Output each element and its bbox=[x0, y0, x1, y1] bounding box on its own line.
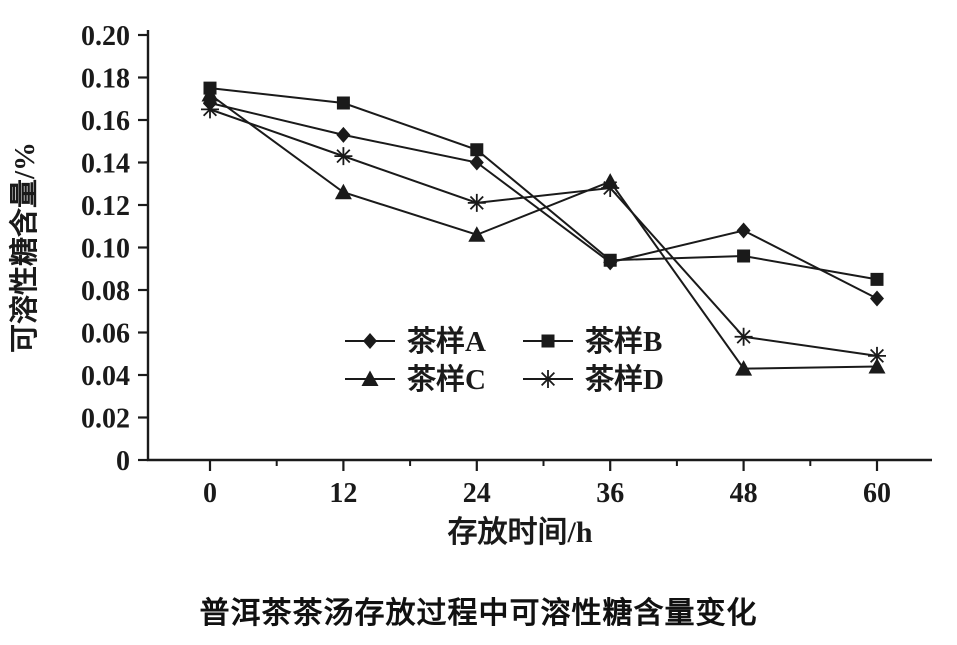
asterisk-marker bbox=[467, 193, 486, 212]
legend-label: 茶样D bbox=[585, 362, 664, 396]
square-marker bbox=[336, 96, 350, 110]
y-tick-label: 0.20 bbox=[81, 21, 130, 52]
diamond-marker bbox=[363, 333, 377, 349]
triangle-marker bbox=[361, 370, 379, 386]
x-tick-label: 0 bbox=[203, 478, 217, 509]
series-茶样D bbox=[201, 100, 886, 365]
square-marker bbox=[541, 334, 555, 348]
legend-item-茶样B: 茶样B bbox=[523, 324, 662, 358]
series-茶样B bbox=[203, 81, 884, 286]
square-marker bbox=[603, 253, 617, 267]
square-marker bbox=[470, 143, 484, 157]
asterisk-marker bbox=[201, 100, 219, 119]
legend-label: 茶样A bbox=[407, 324, 486, 358]
line-chart-canvas: 0 0.02 0.04 0.06 0.08 0.10 0.12 0.14 0.16 0.18 0.2… bbox=[7, 21, 932, 549]
triangle-marker bbox=[735, 360, 753, 376]
triangle-marker bbox=[334, 183, 352, 200]
chart-caption: 普洱茶茶汤存放过程中可溶性糖含量变化 bbox=[199, 596, 758, 631]
asterisk-marker bbox=[868, 346, 886, 365]
y-tick-label: 0.18 bbox=[81, 64, 130, 95]
asterisk-marker bbox=[334, 147, 353, 166]
legend-item-茶样A: 茶样A bbox=[345, 324, 486, 358]
square-marker bbox=[870, 272, 884, 286]
x-tick-label: 24 bbox=[463, 478, 491, 509]
triangle-marker bbox=[201, 86, 219, 102]
legend-item-茶样D: 茶样D bbox=[523, 362, 664, 396]
diamond-marker bbox=[469, 154, 484, 171]
y-tick-label: 0.02 bbox=[81, 404, 130, 435]
x-tick-label: 60 bbox=[863, 478, 891, 509]
legend-item-茶样C: 茶样C bbox=[345, 362, 486, 396]
y-tick-label: 0.12 bbox=[81, 191, 130, 222]
y-tick-label: 0.14 bbox=[81, 149, 130, 180]
legend-label: 茶样C bbox=[407, 362, 486, 396]
series-茶样A bbox=[203, 95, 884, 307]
asterisk-marker bbox=[601, 179, 620, 197]
series-line bbox=[209, 102, 878, 300]
diamond-marker bbox=[736, 222, 751, 239]
square-marker bbox=[737, 249, 751, 263]
legend-label: 茶样B bbox=[585, 324, 662, 358]
x-tick-label: 48 bbox=[730, 478, 758, 509]
x-axis-title: 存放时间/h bbox=[447, 516, 592, 549]
diamond-marker bbox=[870, 290, 884, 307]
y-tick-label: 0.06 bbox=[81, 319, 130, 350]
series-茶样C bbox=[201, 86, 886, 376]
series-line bbox=[209, 87, 878, 281]
asterisk-marker bbox=[539, 370, 557, 388]
y-tick-label: 0.08 bbox=[81, 276, 130, 307]
triangle-marker bbox=[468, 226, 486, 242]
series-line bbox=[209, 93, 878, 370]
x-tick-label: 36 bbox=[596, 478, 624, 509]
diamond-marker bbox=[336, 126, 351, 143]
series-line bbox=[209, 108, 878, 357]
y-axis-title: 可溶性糖含量/% bbox=[7, 142, 41, 353]
y-tick-label: 0 bbox=[116, 446, 130, 477]
triangle-marker bbox=[868, 358, 886, 374]
y-tick-label: 0.16 bbox=[81, 106, 130, 137]
y-tick-label: 0.04 bbox=[81, 361, 130, 392]
x-tick-label: 12 bbox=[329, 478, 357, 509]
y-tick-label: 0.10 bbox=[81, 234, 130, 265]
asterisk-marker bbox=[734, 327, 753, 346]
